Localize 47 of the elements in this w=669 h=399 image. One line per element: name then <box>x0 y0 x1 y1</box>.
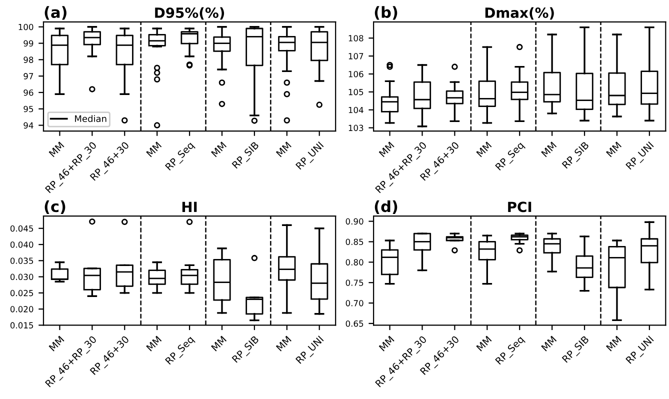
chart-title: Dmax(%) <box>485 7 554 20</box>
y-tick-label: 0.75 <box>346 280 364 286</box>
y-tick-label: 0.90 <box>346 218 364 225</box>
y-tick-label: 0.020 <box>10 306 34 312</box>
y-tick-label: 98 <box>24 56 34 63</box>
y-tick-label: 0.70 <box>346 300 364 306</box>
chart-title: PCI <box>508 202 532 212</box>
chart-title: HI <box>182 202 197 212</box>
text: (a) <box>44 6 66 20</box>
y-tick-label: 108 <box>348 35 364 42</box>
text: (c) <box>44 200 66 214</box>
y-tick-label: 103 <box>348 124 364 132</box>
x-tick-label: MM <box>276 142 292 158</box>
x-tick-label: MM <box>276 336 292 352</box>
y-tick-label: 0.015 <box>10 322 34 328</box>
x-tick-label: MM <box>476 142 492 158</box>
y-tick-label: 95 <box>24 106 34 112</box>
y-tick-label: 106 <box>348 70 364 78</box>
text: (b) <box>374 6 398 20</box>
x-tick-label: MM <box>146 336 162 352</box>
y-tick-label: 100 <box>18 24 34 30</box>
y-tick-label: 0.040 <box>10 241 34 248</box>
x-tick-label: MM <box>146 142 162 158</box>
y-tick-label: 96 <box>24 89 34 96</box>
text: (d) <box>374 200 398 214</box>
x-tick-label: MM <box>211 142 227 158</box>
y-tick-label: 0.85 <box>346 238 364 246</box>
y-tick-label: 94 <box>24 122 34 129</box>
x-tick-label: MM <box>476 336 492 352</box>
y-tick-label: 0.035 <box>10 258 34 264</box>
legend-label: Median <box>75 115 106 122</box>
x-tick-label: MM <box>541 336 557 352</box>
y-tick-label: 0.030 <box>10 274 34 280</box>
y-tick-label: 105 <box>348 88 364 96</box>
x-tick-label: MM <box>606 142 622 158</box>
y-tick-label: 0.65 <box>346 320 364 327</box>
y-tick-label: 0.045 <box>10 225 34 232</box>
x-tick-label: MM <box>541 142 557 158</box>
x-tick-label: MM <box>211 336 227 352</box>
y-tick-label: 0.80 <box>346 259 364 266</box>
y-tick-label: 107 <box>348 53 364 60</box>
y-tick-label: 104 <box>348 106 364 114</box>
y-tick-label: 97 <box>24 73 34 80</box>
y-tick-label: 0.025 <box>10 290 34 296</box>
x-tick-label: MM <box>606 336 622 352</box>
chart-title: D95%(%) <box>155 7 224 20</box>
y-tick-label: 99 <box>24 40 34 47</box>
